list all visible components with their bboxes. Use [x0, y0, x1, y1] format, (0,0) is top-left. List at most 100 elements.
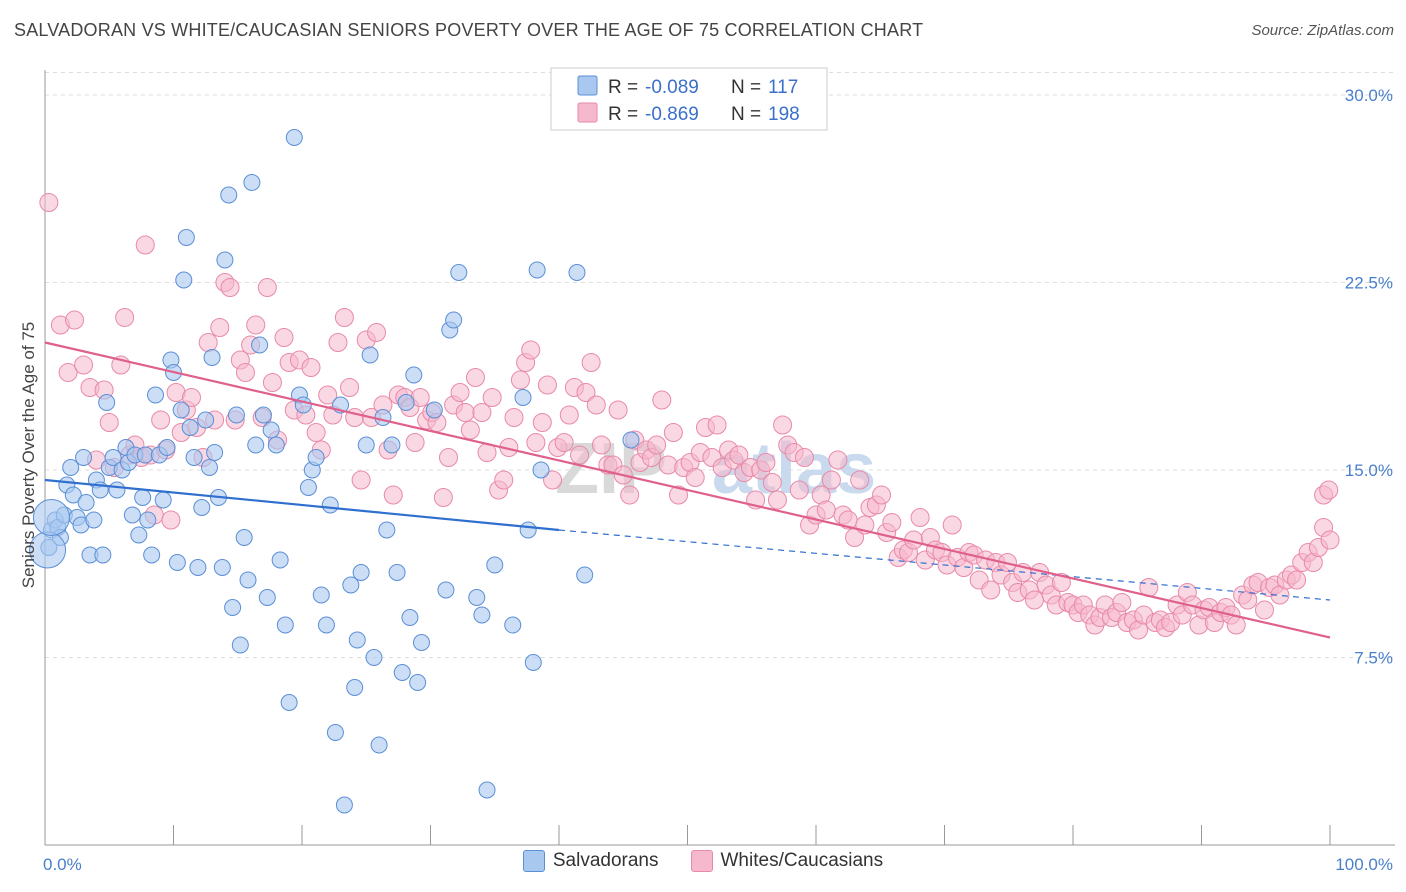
legend-n-value-1: 198 — [768, 104, 800, 125]
salvadorans-points — [29, 129, 640, 814]
legend-n-value-0: 117 — [768, 77, 798, 98]
whites-point-99 — [591, 435, 611, 455]
salvadoran-point-29 — [136, 446, 154, 464]
whites-point-70 — [433, 488, 453, 507]
salvadoran-point-106 — [478, 781, 496, 799]
y-tick-label-1: 15.0% — [1345, 461, 1393, 480]
salvadoran-point-44 — [189, 559, 207, 576]
whites-point-157 — [910, 508, 930, 527]
salvadoran-point-40 — [175, 271, 193, 289]
salvadorans-swatch — [522, 850, 545, 872]
salvadoran-point-67 — [276, 616, 294, 634]
salvadoran-point-61 — [251, 336, 269, 354]
x-tick-label-1: 100.0% — [1335, 855, 1393, 874]
salvadoran-point-60 — [247, 436, 265, 454]
legend-item-salvadorans[interactable]: Salvadorans — [522, 850, 659, 872]
salvadoran-point-74 — [307, 449, 325, 466]
salvadoran-point-7 — [62, 459, 80, 476]
salvadoran-point-45 — [193, 499, 211, 516]
salvadoran-point-92 — [388, 564, 406, 581]
salvadoran-point-66 — [271, 551, 289, 569]
whites-point-61 — [383, 485, 403, 505]
salvadoran-point-69 — [285, 129, 303, 146]
whites-point-34 — [235, 363, 255, 382]
salvadoran-point-62 — [254, 406, 272, 424]
salvadoran-point-21 — [108, 481, 126, 499]
whites-point-11 — [115, 308, 135, 327]
whites-point-93 — [559, 405, 579, 425]
whites-point-96 — [576, 383, 596, 402]
whites-point-95 — [570, 445, 590, 465]
salvadoran-point-59 — [243, 174, 261, 191]
salvadoran-point-56 — [231, 636, 249, 654]
salvadoran-point-27 — [130, 526, 148, 544]
salvadoran-point-93 — [393, 664, 411, 681]
y-tick-label-3: 30.0% — [1345, 86, 1393, 105]
salvadoran-point-43 — [185, 449, 203, 466]
whites-point-124 — [729, 445, 749, 465]
whites-point-36 — [246, 315, 266, 335]
salvadoran-point-64 — [262, 421, 280, 439]
whites-point-194 — [1112, 593, 1132, 612]
whites-swatch — [690, 850, 713, 872]
salvadoran-point-34 — [154, 491, 172, 509]
chart-title: SALVADORAN VS WHITE/CAUCASIAN SENIORS PO… — [14, 20, 924, 40]
whites-point-31 — [220, 278, 240, 297]
salvadoran-point-107 — [486, 556, 504, 574]
whites-point-24 — [181, 388, 201, 407]
whites-point-0 — [39, 193, 59, 212]
whites-point-90 — [543, 470, 563, 490]
legend-label-salvadorans: Salvadorans — [552, 850, 659, 871]
salvadoran-point-89 — [374, 409, 392, 426]
salvadoran-point-87 — [365, 649, 383, 666]
whites-point-152 — [882, 513, 902, 532]
whites-point-92 — [554, 433, 574, 452]
salvadoran-point-88 — [370, 736, 388, 754]
salvadoran-point-84 — [352, 564, 370, 581]
whites-point-130 — [762, 473, 782, 492]
whites-point-120 — [707, 415, 727, 435]
whites-point-46 — [301, 358, 321, 377]
salvadoran-point-100 — [437, 581, 455, 599]
salvadoran-point-112 — [532, 461, 550, 479]
salvadoran-point-86 — [361, 346, 379, 364]
salvadoran-point-54 — [224, 599, 242, 616]
whites-point-146 — [850, 470, 870, 490]
whites-point-81 — [494, 470, 514, 490]
whites-point-97 — [581, 353, 601, 372]
salvadoran-point-17 — [94, 546, 112, 564]
whites-point-83 — [504, 408, 524, 427]
tick-labels: 7.5% 15.0% 22.5% 30.0% 0.0% 100.0% — [43, 86, 1393, 874]
salvadoran-point-103 — [450, 264, 468, 281]
whites-point-74 — [455, 403, 475, 422]
salvadoran-point-49 — [206, 444, 224, 461]
salvadoran-point-94 — [397, 394, 415, 411]
salvadoran-point-77 — [321, 496, 339, 514]
salvadoran-point-47 — [200, 459, 218, 476]
salvadoran-point-8 — [64, 486, 82, 504]
whites-point-39 — [262, 373, 282, 392]
salvadorans-trend-extension — [558, 529, 1331, 601]
whites-trend-line — [44, 341, 1331, 639]
legend-r-label-1: R = — [608, 104, 638, 125]
salvadoran-point-75 — [312, 586, 330, 604]
whites-point-84 — [510, 370, 530, 390]
salvadoran-point-80 — [335, 796, 353, 814]
salvadoran-point-104 — [468, 589, 486, 606]
whites-point-75 — [460, 420, 480, 440]
whites-point-2 — [58, 363, 78, 382]
whites-point-112 — [663, 423, 683, 442]
legend-swatch-1 — [577, 102, 598, 123]
whites-point-178 — [1024, 590, 1044, 610]
whites-point-116 — [685, 468, 705, 487]
whites-point-132 — [773, 415, 793, 435]
whites-point-142 — [828, 450, 848, 470]
whites-point-79 — [482, 388, 502, 407]
legend-label-whites: Whites/Caucasians — [720, 850, 884, 871]
salvadoran-point-35 — [158, 439, 176, 456]
whites-point-220 — [1254, 600, 1274, 620]
salvadoran-point-97 — [409, 674, 427, 691]
salvadoran-point-18 — [98, 394, 116, 411]
legend-item-whites[interactable]: Whites/Caucasians — [690, 850, 884, 872]
